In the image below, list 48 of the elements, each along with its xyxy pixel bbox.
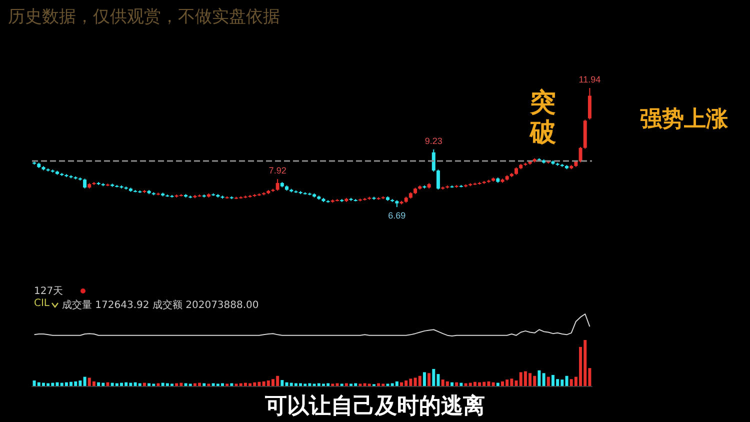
bar [492,382,495,386]
bar [344,383,348,386]
bar [395,381,398,386]
bar [280,380,284,386]
bar [97,382,100,386]
bar [455,382,458,386]
candlestick [436,169,440,190]
bar [432,368,436,386]
bar [106,382,110,386]
text: 成交量 172643.92 成交额 202073888.00 [62,298,259,312]
bar [175,383,178,386]
bar [400,382,404,386]
bar [496,382,500,386]
bar [542,373,546,386]
bar [460,382,463,386]
bar [565,376,568,386]
candlestick [578,146,582,163]
text: 127天 [34,285,64,298]
bar [418,376,422,386]
bar [230,383,234,386]
bar [450,382,454,386]
bar [92,381,96,386]
text: 可以让自己及时的逃离 [264,393,486,421]
bar [83,376,86,386]
candlestick [83,178,87,189]
bar [148,383,151,386]
bar [546,376,550,386]
bar [220,383,224,386]
bar [538,370,541,386]
annotation: 突破 [530,88,557,148]
candlestick [276,178,280,192]
candlestick [588,88,592,120]
bar [446,381,449,386]
bar [156,383,160,386]
annotation: 7.92 [268,166,286,176]
text: 强势上涨 [640,105,728,134]
bar [138,383,142,386]
bar [428,373,431,386]
text: 历史数据，仅供观赏，不做实盘依据 [8,6,280,28]
bar [142,382,146,386]
candlestick [432,148,436,172]
annotation: 6.69 [388,210,406,220]
text: CIL [34,298,50,309]
bar [422,372,426,386]
annotation: 11.94 [578,74,601,84]
bar [377,383,380,386]
bar [202,383,206,386]
annotation: 9.23 [424,136,442,146]
